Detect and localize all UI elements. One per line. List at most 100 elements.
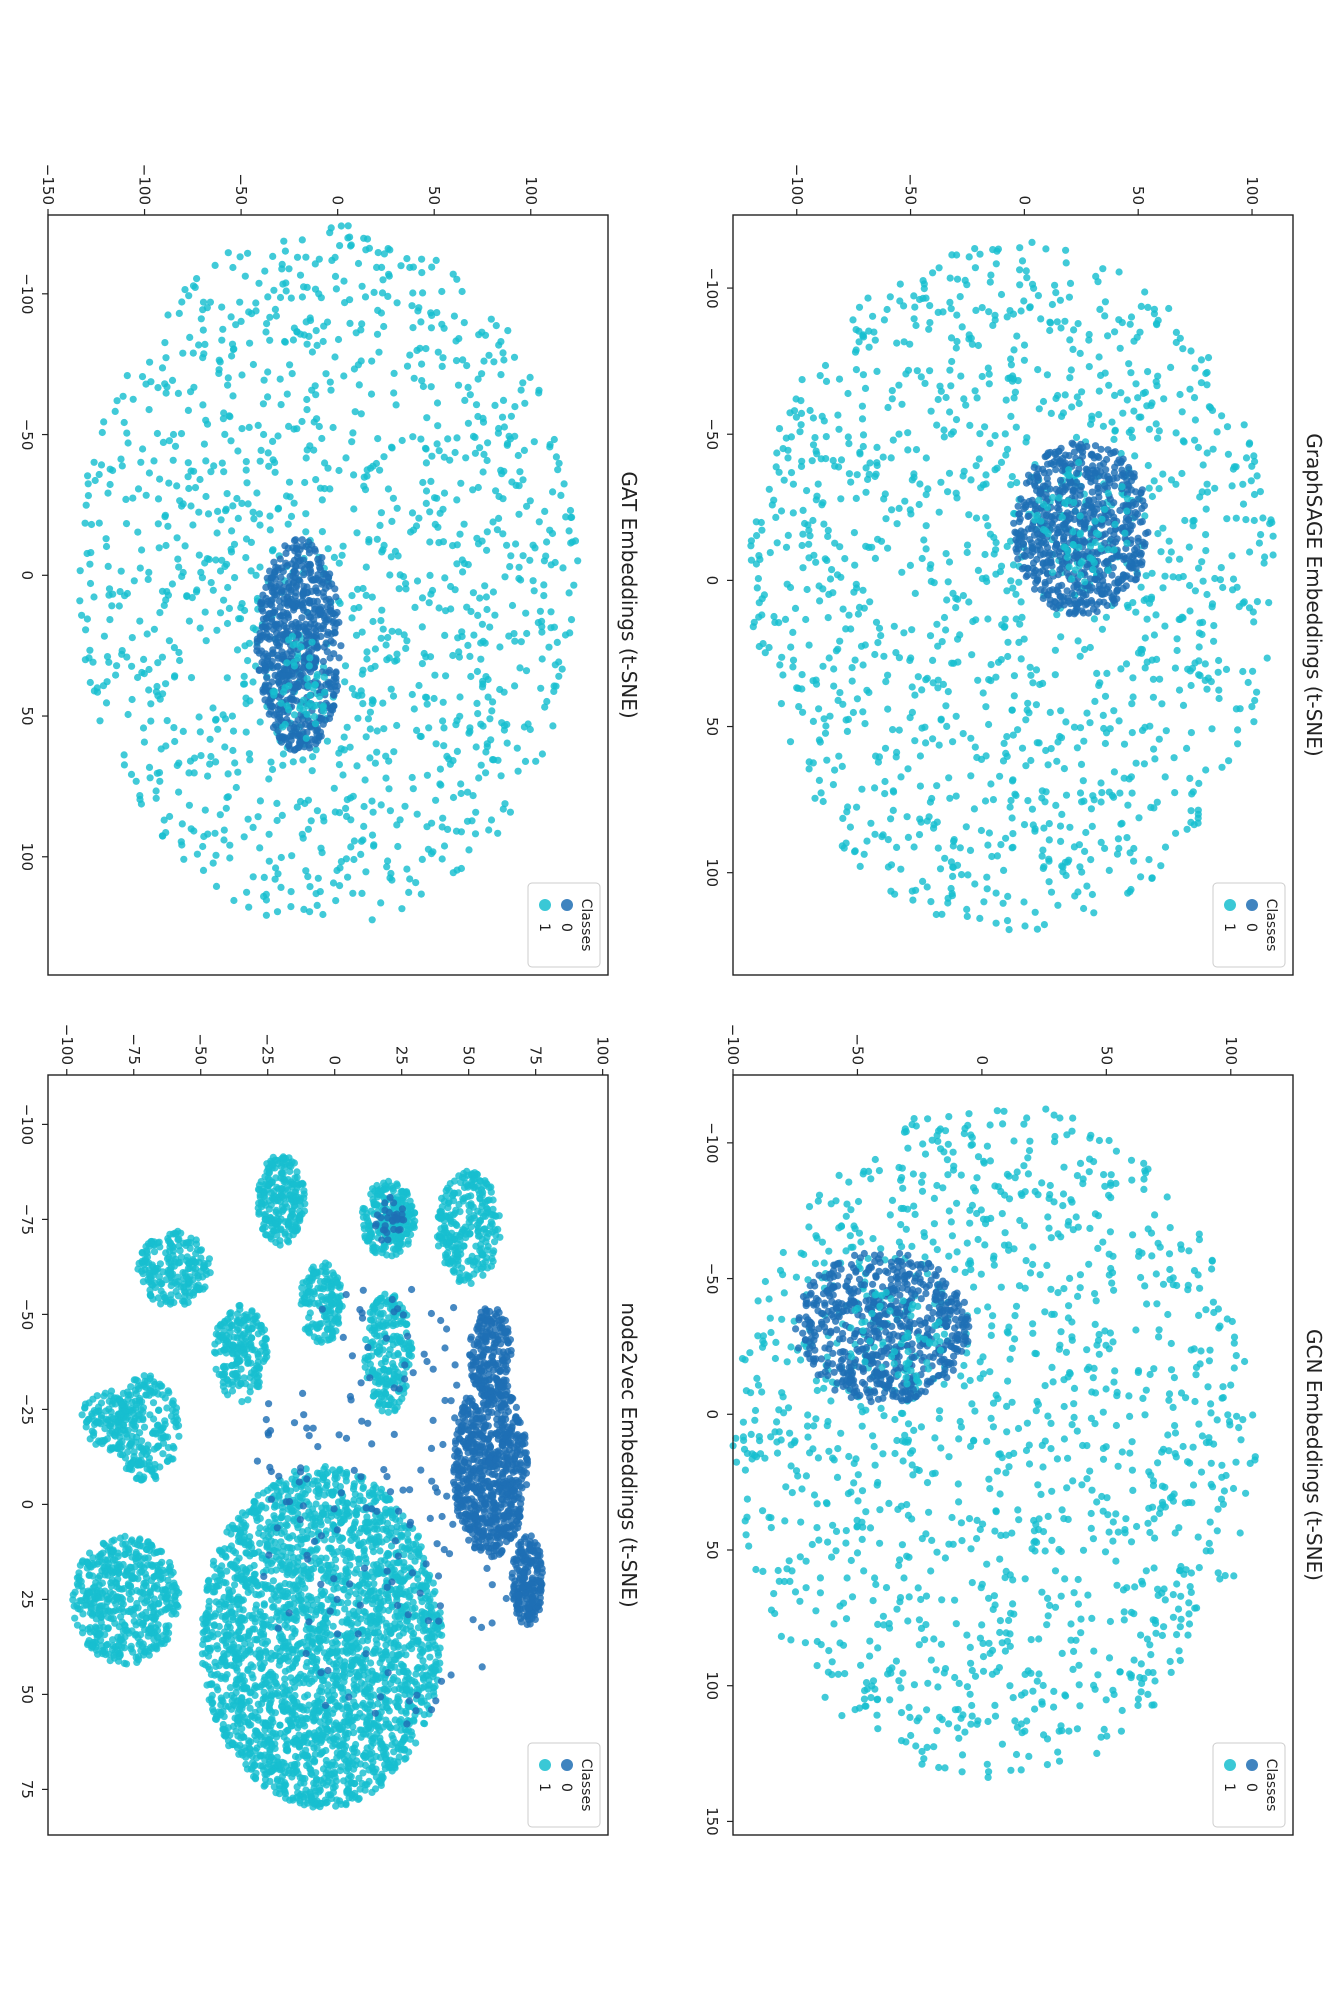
point-class-1	[181, 542, 189, 550]
point-class-1	[937, 387, 945, 395]
point-class-1	[1007, 1766, 1015, 1774]
point-class-0	[842, 1377, 851, 1385]
point-class-1	[1202, 369, 1210, 378]
point-class-0	[860, 1249, 868, 1258]
point-class-1	[1055, 494, 1063, 502]
point-class-1	[1163, 1193, 1171, 1201]
point-class-1	[123, 429, 131, 437]
point-class-1	[1007, 412, 1015, 420]
point-class-1	[1249, 1411, 1257, 1419]
point-class-1	[392, 401, 400, 409]
point-class-1	[226, 413, 234, 421]
point-class-0	[847, 1261, 856, 1269]
point-class-1	[214, 725, 222, 733]
point-class-1	[322, 370, 330, 378]
point-class-1	[882, 678, 890, 686]
point-class-1	[1225, 1417, 1234, 1426]
point-class-1	[313, 415, 321, 423]
point-class-1	[1095, 1350, 1103, 1358]
point-class-1	[874, 1478, 882, 1487]
point-class-1	[791, 604, 800, 612]
point-class-1	[837, 1222, 846, 1231]
point-class-1	[1115, 268, 1123, 276]
point-class-1	[837, 495, 845, 503]
point-class-1	[1061, 317, 1069, 325]
point-class-1	[884, 836, 892, 844]
point-class-1	[1012, 590, 1020, 598]
point-class-1	[986, 1368, 994, 1376]
point-class-1	[947, 334, 956, 342]
point-class-1	[1018, 257, 1027, 265]
point-class-0	[806, 1355, 814, 1363]
point-class-0	[847, 1295, 855, 1303]
point-class-1	[240, 833, 248, 841]
point-class-1	[809, 516, 817, 525]
point-class-1	[428, 263, 436, 271]
point-class-1	[1151, 1677, 1159, 1685]
point-class-0	[1060, 601, 1068, 609]
point-class-1	[197, 315, 205, 323]
point-class-1	[1090, 1647, 1098, 1655]
point-class-1	[1039, 846, 1047, 854]
point-class-1	[1123, 495, 1131, 503]
point-class-1	[861, 384, 870, 392]
point-class-1	[1062, 1692, 1070, 1700]
point-class-1	[1145, 856, 1153, 864]
point-class-1	[1076, 1159, 1085, 1168]
point-class-1	[1063, 1484, 1071, 1492]
point-class-1	[1165, 304, 1173, 313]
point-class-1	[916, 752, 924, 760]
point-class-1	[859, 371, 867, 379]
point-class-1	[219, 325, 227, 333]
point-class-1	[1042, 1105, 1050, 1113]
point-class-1	[856, 448, 864, 456]
point-class-1	[134, 485, 143, 493]
point-class-1	[1150, 631, 1158, 639]
point-class-1	[1240, 421, 1248, 429]
point-class-1	[1128, 729, 1136, 737]
point-class-1	[413, 346, 421, 354]
point-class-1	[926, 798, 934, 806]
point-class-1	[853, 1522, 861, 1530]
point-class-1	[881, 790, 889, 798]
point-class-1	[377, 899, 385, 907]
point-class-1	[962, 823, 970, 831]
point-class-1	[738, 1355, 747, 1363]
point-class-1	[931, 1469, 939, 1477]
point-class-1	[1027, 756, 1035, 765]
point-class-1	[209, 586, 217, 594]
point-class-1	[1156, 675, 1164, 683]
point-class-1	[997, 1283, 1005, 1291]
point-class-1	[339, 771, 347, 779]
point-class-1	[782, 543, 791, 551]
point-class-1	[87, 549, 95, 557]
point-class-1	[1255, 539, 1264, 547]
point-class-1	[286, 493, 294, 501]
point-class-1	[1058, 810, 1066, 819]
point-class-1	[1123, 539, 1131, 547]
point-class-1	[312, 476, 320, 484]
point-class-1	[823, 1500, 831, 1508]
point-class-1	[102, 535, 110, 543]
point-class-1	[1097, 798, 1105, 806]
point-class-1	[1154, 530, 1162, 538]
point-class-1	[891, 1415, 899, 1424]
point-class-1	[224, 249, 232, 257]
point-class-1	[953, 311, 961, 319]
point-class-1	[845, 1178, 853, 1186]
point-class-0	[1029, 548, 1037, 556]
point-class-1	[353, 529, 361, 537]
point-class-1	[233, 646, 242, 654]
point-class-0	[1083, 442, 1091, 450]
point-class-1	[362, 563, 370, 571]
point-class-1	[924, 485, 932, 493]
point-class-1	[783, 1565, 791, 1573]
point-class-1	[1035, 1670, 1043, 1678]
point-class-1	[1008, 1398, 1016, 1406]
point-class-1	[845, 611, 853, 619]
point-class-1	[567, 616, 576, 624]
point-class-1	[835, 375, 844, 383]
point-class-0	[1042, 491, 1050, 499]
point-class-1	[1260, 559, 1268, 567]
point-class-1	[1005, 1463, 1013, 1471]
